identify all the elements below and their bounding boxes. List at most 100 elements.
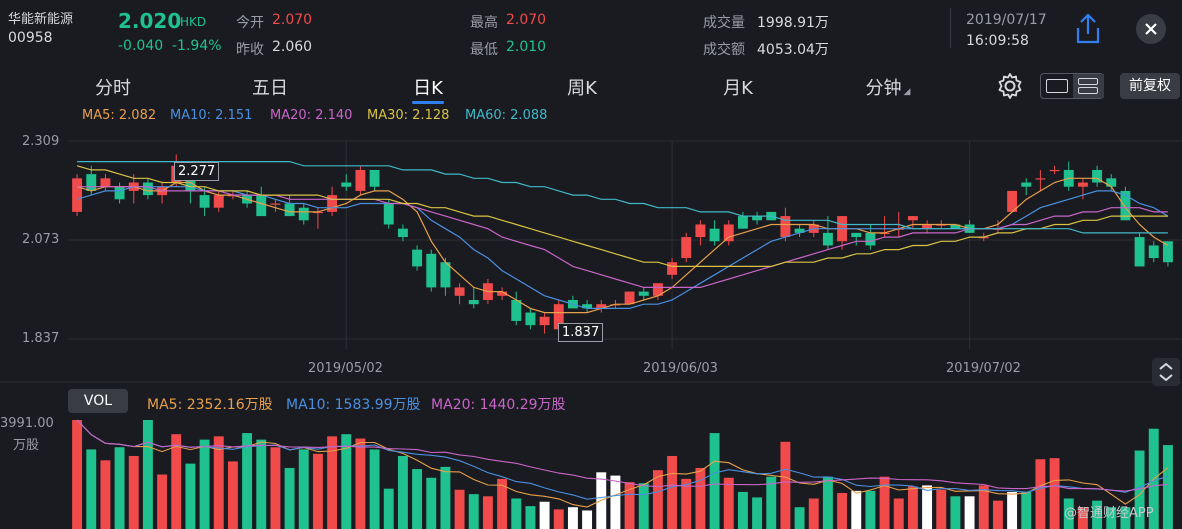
quote-time: 16:09:58	[966, 33, 1029, 49]
volume-bar	[893, 498, 904, 529]
candle-body	[199, 195, 210, 208]
tab-minute[interactable]: 分钟 ◢	[843, 74, 933, 100]
vol-axis-unit: 万股	[13, 438, 40, 453]
volume-bar	[709, 433, 720, 529]
candle-body	[454, 287, 465, 296]
volume-bar	[652, 470, 663, 529]
turnover-label: 成交额	[703, 42, 745, 58]
candle-body	[468, 299, 479, 305]
gear-icon[interactable]	[995, 71, 1025, 101]
caret-down-icon: ◢	[903, 87, 911, 97]
tab-minute-label: 分钟	[865, 78, 902, 99]
candle-body	[298, 207, 309, 221]
candle-body	[652, 283, 663, 296]
volume-bar	[468, 494, 479, 529]
volume-bar	[553, 509, 564, 529]
quote-date: 2019/07/17	[966, 12, 1047, 28]
vol-ma20-legend: MA20: 1440.29万股	[431, 397, 566, 413]
volume-bar	[440, 466, 451, 529]
volume-bar	[667, 455, 678, 529]
volume-bar	[610, 475, 621, 529]
volume-bar	[185, 463, 196, 529]
candle-body	[440, 262, 451, 288]
candle-body	[142, 182, 153, 196]
turnover-value: 4053.04万	[757, 42, 829, 58]
volume-bar	[383, 488, 394, 529]
ma60-legend: MA60: 2.088	[465, 108, 548, 123]
prev-close-label: 昨收	[236, 42, 264, 58]
candle-body	[497, 291, 508, 296]
volume-bar	[298, 449, 309, 529]
header-divider	[950, 8, 951, 48]
candle-body	[695, 224, 706, 238]
volume-bar	[808, 498, 819, 529]
vol-ma5-legend: MA5: 2352.16万股	[147, 397, 273, 413]
candle-body	[539, 316, 550, 326]
volume-bar	[1063, 498, 1074, 529]
ma10-line	[76, 186, 1169, 309]
tab-intraday[interactable]: 分时	[95, 78, 131, 99]
volume-bar	[1007, 491, 1018, 529]
candle-body	[667, 262, 678, 275]
tab-weekly-k[interactable]: 周K	[567, 78, 597, 99]
watermark: @智通财经APP	[1064, 506, 1154, 521]
volume-bar	[723, 477, 734, 529]
tab-daily-k[interactable]: 日K	[413, 78, 443, 99]
candle-body	[397, 228, 408, 238]
share-icon[interactable]	[1074, 12, 1102, 46]
volume-bar	[1035, 459, 1046, 529]
volume-bar	[157, 474, 168, 529]
candle-body	[822, 232, 833, 246]
candle-body	[624, 291, 635, 305]
single-panel-icon[interactable]	[1046, 79, 1068, 93]
volume-bar	[737, 491, 748, 529]
volume-bar	[256, 439, 267, 529]
volume-bar	[497, 478, 508, 529]
volume-bar	[624, 482, 635, 529]
price-change-pct: -1.94%	[172, 38, 222, 54]
close-icon[interactable]	[1136, 14, 1166, 44]
volume-bar	[1106, 507, 1117, 529]
candle-body	[681, 237, 692, 259]
volume-bar	[681, 478, 692, 529]
volume-bar	[270, 447, 281, 529]
candle-body	[355, 169, 366, 191]
expand-chart-icon[interactable]	[1152, 358, 1180, 386]
tab-five-day[interactable]: 五日	[252, 78, 288, 99]
vol-axis-top: 3991.00	[0, 416, 54, 431]
candle-body	[596, 304, 607, 309]
volume-bar	[171, 434, 182, 529]
volume-bar	[86, 449, 97, 529]
layout-toggle[interactable]	[1040, 73, 1104, 99]
volume-bar	[100, 460, 111, 529]
candle-body	[865, 232, 876, 246]
vol-ma10-legend: MA10: 1583.99万股	[286, 397, 421, 413]
volume-bar	[312, 453, 323, 529]
adjust-button[interactable]: 前复权	[1120, 73, 1180, 99]
tab-monthly-k[interactable]: 月K	[723, 78, 753, 99]
candle-body	[638, 291, 649, 296]
volume-bar	[412, 469, 423, 529]
x-tick-1: 2019/05/02	[308, 361, 383, 376]
candle-body	[284, 203, 295, 217]
candle-body	[511, 299, 522, 321]
split-panel-button[interactable]	[1073, 74, 1104, 98]
candle-body	[950, 224, 961, 229]
last-price: 2.020	[118, 9, 182, 33]
open-label: 今开	[236, 15, 264, 31]
max-price-annotation: 2.277	[174, 162, 220, 181]
split-top-icon	[1078, 78, 1098, 85]
candle-body	[426, 253, 437, 288]
indicator-selector-button[interactable]: VOL	[68, 389, 128, 413]
ma30-legend: MA30: 2.128	[367, 108, 450, 123]
active-tab-indicator	[412, 101, 444, 104]
volume-bar	[879, 476, 890, 529]
candle-body	[723, 224, 734, 242]
vol-ma10-line	[76, 419, 1169, 500]
high-value: 2.070	[506, 12, 547, 28]
y-tick-mid: 2.073	[22, 232, 60, 247]
volume-bar	[567, 507, 578, 529]
candle-body	[752, 216, 763, 221]
volume-bar	[227, 461, 238, 529]
